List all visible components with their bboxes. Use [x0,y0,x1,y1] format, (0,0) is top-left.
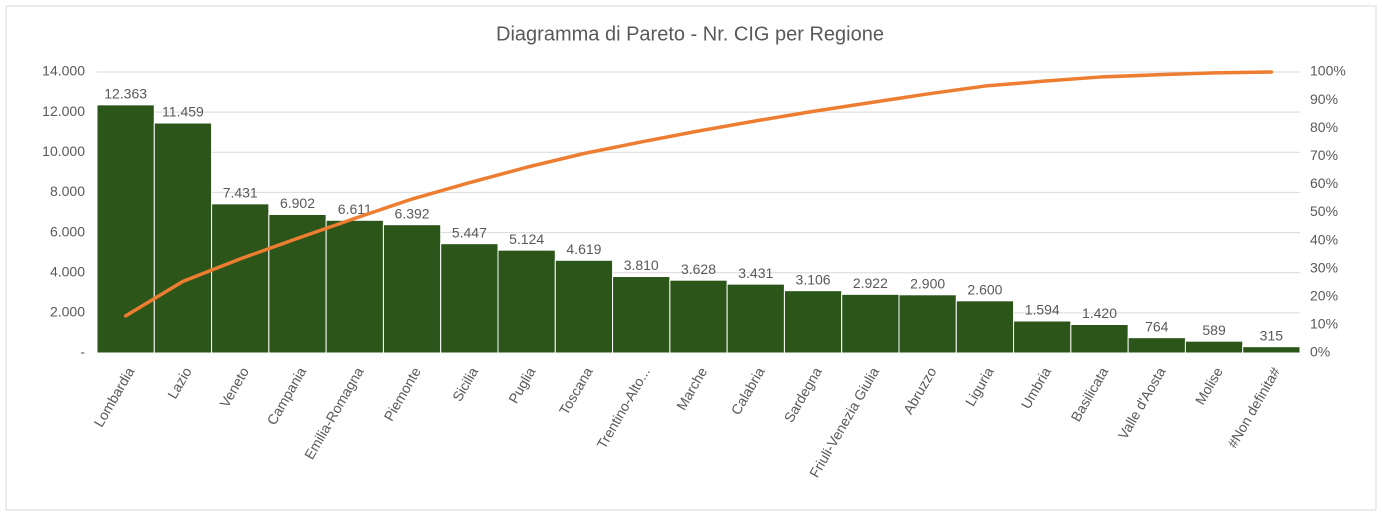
data-label: 5.447 [452,224,487,240]
data-label: 1.594 [1025,302,1060,318]
data-label: 315 [1260,327,1284,343]
y2-tick-label: 100% [1310,63,1346,79]
bar [497,249,556,354]
data-label: 6.392 [395,205,430,221]
y-tick-label: 6.000 [50,223,85,239]
bar [726,283,785,354]
data-label: 3.106 [796,271,831,287]
data-label: 4.619 [566,241,601,257]
data-label: 589 [1202,322,1226,338]
data-label: 2.900 [910,275,945,291]
bar [783,290,843,354]
y2-tick-label: 30% [1310,259,1338,275]
bar [325,219,384,354]
y-tick-label: 14.000 [42,63,85,79]
bar [1127,337,1186,354]
data-label: 5.124 [509,231,544,247]
bar [554,259,614,354]
y-tick-label: 8.000 [50,183,85,199]
bar [1013,320,1072,354]
bar [612,276,671,354]
y2-tick-label: 0% [1310,344,1330,360]
y-tick-label: 12.000 [42,103,85,119]
bar [1184,340,1244,354]
y-tick-label: 2.000 [50,304,85,320]
bar [898,294,957,354]
bar [1070,323,1129,354]
y-tick-label: - [80,344,85,360]
data-label: 1.420 [1082,305,1117,321]
line [123,70,1274,318]
data-label: 3.628 [681,261,716,277]
data-label: 6.902 [280,195,315,211]
bar [955,300,1015,354]
bar [382,224,442,354]
bar [1242,346,1301,354]
data-label: 6.611 [338,201,372,217]
bar [96,104,155,354]
chart-title: Diagramma di Pareto - Nr. CIG per Region… [496,23,884,45]
y2-tick-label: 80% [1310,119,1338,135]
y2-tick-label: 70% [1310,147,1338,163]
bar [153,122,213,354]
data-label: 2.922 [853,275,888,291]
data-label: 3.810 [624,257,659,273]
bar [669,279,728,354]
y2-tick-label: 50% [1310,203,1338,219]
data-label: 3.431 [738,265,773,281]
data-label: 2.600 [967,282,1002,298]
y-tick-label: 10.000 [42,143,85,159]
y2-tick-label: 40% [1310,231,1338,247]
bar [268,213,327,354]
y2-tick-label: 10% [1310,316,1338,332]
bar [841,293,900,354]
bar [211,203,270,354]
data-label: 12.363 [104,86,147,102]
y2-tick-label: 20% [1310,288,1338,304]
y2-tick-label: 90% [1310,91,1338,107]
y2-tick-label: 60% [1310,175,1338,191]
data-label: 7.431 [223,185,258,201]
bar [440,243,499,354]
data-label: 11.459 [162,104,204,120]
data-label: 764 [1145,318,1169,334]
y-tick-label: 4.000 [50,263,85,279]
